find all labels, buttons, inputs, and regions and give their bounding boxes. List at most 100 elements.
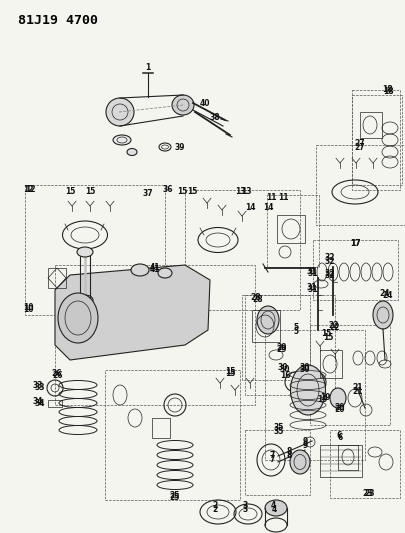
Text: 15: 15 (320, 329, 330, 338)
Text: 8: 8 (286, 447, 291, 456)
Text: 30: 30 (299, 366, 309, 375)
Text: 33: 33 (33, 382, 43, 391)
Text: 9: 9 (302, 440, 307, 449)
Text: 38: 38 (209, 114, 220, 123)
Text: 15: 15 (85, 188, 95, 197)
Bar (351, 95, 401, 185)
Text: 4: 4 (270, 500, 275, 510)
Text: 15: 15 (224, 369, 234, 378)
Ellipse shape (290, 365, 325, 415)
Text: 2: 2 (212, 505, 217, 514)
Text: 35: 35 (273, 424, 284, 432)
Bar (48, 400, 62, 407)
Text: 8: 8 (286, 450, 291, 459)
Text: 18: 18 (382, 87, 392, 96)
Bar (359, 112, 381, 138)
Text: 21: 21 (352, 387, 362, 397)
Bar (351, 90, 399, 190)
Text: 19: 19 (316, 395, 326, 405)
Text: 21: 21 (352, 384, 362, 392)
Bar (315, 145, 405, 225)
Text: 17: 17 (349, 238, 359, 247)
Bar (312, 240, 397, 300)
Text: 28: 28 (250, 293, 261, 302)
Ellipse shape (106, 98, 134, 126)
Text: 20: 20 (334, 402, 344, 411)
Text: 29: 29 (276, 345, 287, 354)
Ellipse shape (131, 264, 149, 276)
Text: 81J19 4700: 81J19 4700 (18, 14, 98, 27)
Text: 23: 23 (362, 489, 372, 498)
Text: 7: 7 (269, 451, 274, 461)
Text: 10: 10 (23, 305, 33, 314)
Bar (151, 418, 170, 438)
Text: 33: 33 (35, 384, 45, 392)
Ellipse shape (172, 95, 194, 115)
Text: 30: 30 (279, 366, 290, 375)
Text: 32: 32 (324, 269, 335, 278)
Bar (244, 430, 309, 495)
Text: 32: 32 (324, 256, 335, 265)
Text: 11: 11 (277, 193, 288, 203)
Text: 18: 18 (381, 85, 391, 94)
Ellipse shape (289, 450, 309, 474)
Bar (329, 430, 399, 498)
Text: 13: 13 (234, 188, 245, 197)
Text: 31: 31 (306, 268, 316, 277)
Text: 10: 10 (23, 303, 33, 311)
Text: 15: 15 (65, 188, 75, 197)
Text: 22: 22 (329, 324, 339, 333)
Bar (337, 445, 357, 470)
Ellipse shape (58, 293, 98, 343)
Text: 12: 12 (23, 184, 33, 193)
Text: 35: 35 (273, 427, 284, 437)
Text: 40: 40 (199, 99, 210, 108)
Text: 5: 5 (293, 324, 298, 333)
Text: 4: 4 (271, 505, 276, 514)
Text: 36: 36 (162, 185, 173, 195)
Bar (319, 445, 361, 477)
Ellipse shape (158, 268, 172, 278)
Text: 22: 22 (328, 321, 339, 330)
Text: 27: 27 (354, 139, 365, 148)
Text: 25: 25 (169, 490, 180, 499)
Text: 41: 41 (149, 264, 160, 273)
Text: 28: 28 (252, 295, 263, 303)
Text: 37: 37 (142, 189, 153, 198)
Text: 12: 12 (25, 185, 35, 195)
Polygon shape (55, 265, 209, 360)
Text: 25: 25 (169, 494, 180, 503)
Text: 2: 2 (212, 500, 217, 510)
Bar (252, 310, 279, 342)
Text: 39: 39 (174, 143, 185, 152)
Text: 34: 34 (35, 399, 45, 408)
Ellipse shape (372, 301, 392, 329)
Ellipse shape (127, 149, 136, 156)
Ellipse shape (264, 500, 286, 516)
Bar (241, 295, 309, 380)
Text: 32: 32 (324, 254, 335, 262)
Text: 11: 11 (265, 192, 275, 201)
Text: 6: 6 (336, 432, 341, 440)
Ellipse shape (329, 388, 345, 408)
Bar (105, 370, 239, 500)
Bar (319, 350, 341, 378)
Text: 9: 9 (302, 437, 307, 446)
Ellipse shape (77, 247, 93, 257)
Text: 14: 14 (262, 204, 273, 213)
Text: 32: 32 (324, 271, 335, 280)
Bar (25, 185, 164, 315)
Bar (276, 215, 304, 243)
Text: 17: 17 (349, 238, 359, 247)
Text: 3: 3 (242, 500, 247, 510)
Text: 16: 16 (279, 370, 290, 379)
Bar (55, 265, 254, 405)
Bar (266, 195, 318, 267)
Text: 19: 19 (319, 392, 329, 401)
Text: 15: 15 (186, 188, 197, 197)
Text: 24: 24 (382, 292, 392, 301)
Text: 24: 24 (379, 288, 389, 297)
Text: 1: 1 (145, 63, 150, 72)
Text: 26: 26 (53, 370, 63, 379)
Text: 3: 3 (242, 505, 247, 514)
